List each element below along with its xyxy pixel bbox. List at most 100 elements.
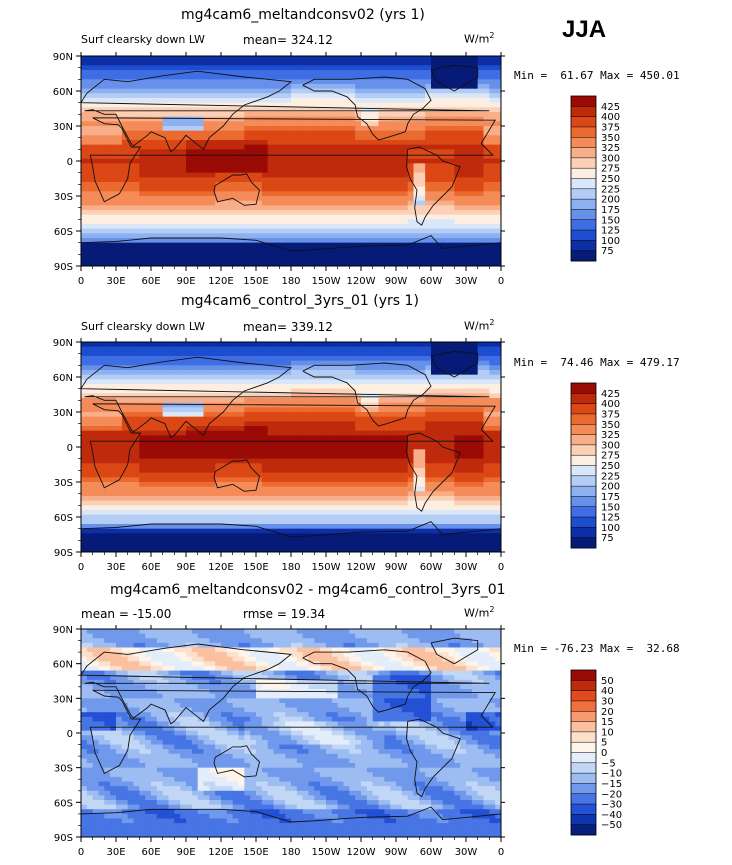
- grid-cell: [186, 98, 193, 104]
- grid-cell: [238, 374, 245, 380]
- grid-cell: [180, 210, 187, 216]
- grid-cell: [320, 182, 327, 188]
- grid-cell: [431, 65, 438, 71]
- grid-cell: [209, 112, 216, 118]
- grid-cell: [86, 261, 94, 266]
- grid-cell: [197, 440, 205, 446]
- grid-cell: [436, 224, 444, 230]
- grid-cell: [349, 412, 356, 418]
- grid-cell: [226, 144, 234, 150]
- grid-cell: [127, 191, 135, 197]
- grid-cell: [407, 252, 415, 258]
- grid-cell: [238, 346, 245, 352]
- grid-cell: [209, 56, 216, 62]
- grid-cell: [466, 356, 473, 362]
- grid-cell: [127, 238, 135, 244]
- grid-cell: [308, 154, 315, 160]
- grid-cell: [226, 365, 234, 371]
- grid-cell: [209, 65, 216, 71]
- grid-cell: [215, 144, 222, 150]
- grid-cell: [355, 130, 362, 136]
- grid-cell: [466, 351, 473, 357]
- grid-cell: [407, 182, 415, 188]
- grid-cell: [98, 182, 105, 188]
- grid-cell: [226, 163, 234, 169]
- grid-cell: [156, 214, 164, 220]
- grid-cell: [186, 205, 193, 211]
- grid-cell: [156, 186, 164, 192]
- grid-cell: [314, 393, 321, 399]
- grid-cell: [209, 158, 216, 164]
- grid-cell: [483, 56, 490, 62]
- grid-cell: [244, 140, 251, 146]
- grid-cell: [285, 191, 292, 197]
- grid-cell: [256, 154, 263, 160]
- grid-cell: [174, 342, 181, 348]
- grid-cell: [116, 88, 123, 94]
- grid-cell: [454, 247, 461, 253]
- grid-cell: [215, 107, 222, 113]
- grid-cell: [209, 205, 216, 211]
- grid-cell: [261, 158, 269, 164]
- grid-cell: [413, 172, 420, 178]
- colorbar-swatch: [571, 178, 596, 190]
- grid-cell: [156, 121, 164, 127]
- grid-cell: [92, 346, 100, 352]
- grid-cell: [86, 140, 94, 146]
- grid-cell: [337, 430, 345, 436]
- grid-cell: [401, 346, 409, 352]
- grid-cell: [419, 421, 426, 427]
- grid-cell: [489, 374, 496, 380]
- grid-cell: [98, 168, 105, 174]
- grid-cell: [378, 214, 385, 220]
- grid-cell: [361, 186, 368, 192]
- grid-cell: [226, 126, 234, 132]
- grid-cell: [116, 416, 123, 422]
- grid-cell: [431, 186, 438, 192]
- grid-cell: [483, 60, 490, 66]
- grid-cell: [121, 182, 129, 188]
- grid-cell: [279, 374, 286, 380]
- grid-cell: [139, 342, 146, 348]
- grid-cell: [419, 402, 426, 408]
- grid-cell: [215, 379, 222, 385]
- grid-cell: [110, 351, 117, 357]
- grid-cell: [250, 112, 257, 118]
- grid-cell: [250, 379, 257, 385]
- grid-cell: [256, 182, 263, 188]
- grid-cell: [174, 261, 181, 266]
- grid-cell: [221, 126, 228, 132]
- grid-cell: [174, 398, 181, 404]
- grid-cell: [279, 426, 286, 432]
- grid-cell: [209, 93, 216, 99]
- grid-cell: [180, 177, 187, 183]
- grid-cell: [361, 393, 368, 399]
- colorbar-label: 150: [601, 215, 620, 226]
- grid-cell: [273, 102, 280, 108]
- grid-cell: [285, 374, 292, 380]
- grid-cell: [273, 252, 280, 258]
- grid-cell: [180, 196, 187, 202]
- grid-cell: [238, 242, 245, 248]
- grid-cell: [337, 379, 345, 385]
- x-tick-label: 150W: [312, 276, 341, 287]
- grid-cell: [197, 360, 205, 366]
- grid-cell: [442, 74, 450, 80]
- grid-cell: [174, 140, 181, 146]
- grid-cell: [191, 163, 199, 169]
- grid-cell: [291, 149, 298, 155]
- grid-cell: [419, 242, 426, 248]
- grid-cell: [168, 130, 175, 136]
- grid-cell: [186, 388, 193, 394]
- x-tick-label: 120E: [208, 276, 233, 287]
- grid-cell: [378, 210, 385, 216]
- grid-cell: [273, 356, 280, 362]
- grid-cell: [337, 365, 345, 371]
- grid-cell: [92, 228, 100, 234]
- grid-cell: [226, 393, 234, 399]
- grid-cell: [401, 430, 409, 436]
- grid-cell: [425, 168, 432, 174]
- grid-cell: [366, 130, 374, 136]
- grid-cell: [81, 121, 88, 127]
- grid-cell: [477, 140, 485, 146]
